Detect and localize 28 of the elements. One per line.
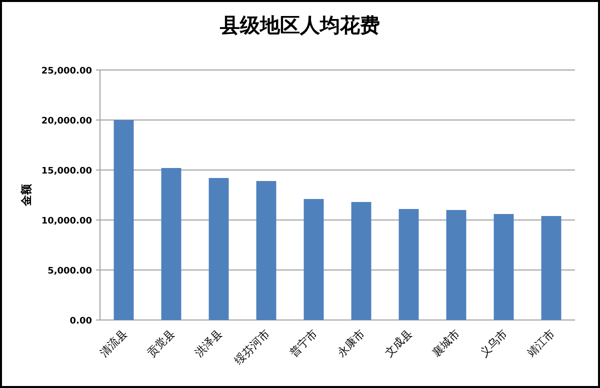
bar [351,202,372,320]
x-tick-label: 清流县 [97,326,130,360]
x-tick-label: 普宁市 [287,326,320,360]
x-tick-label: 义乌市 [477,326,510,360]
x-tick-label: 贡觉县 [144,326,178,360]
bar [494,214,514,320]
y-tick-label: 10,000.00 [41,216,92,226]
y-tick-label: 5,000.00 [48,266,92,276]
y-tick-label: 20,000.00 [41,116,92,126]
x-tick-label: 绥芬河市 [232,326,272,368]
x-tick-label: 靖江市 [524,326,558,360]
y-tick-label: 0.00 [70,316,92,326]
bar [398,209,419,320]
x-tick-label: 永康市 [334,326,368,360]
chart-title: 县级地区人均花费 [219,15,380,37]
bar [304,199,324,320]
bar [541,216,562,320]
bar [446,210,466,320]
bar [161,168,182,320]
y-tick-label: 15,000.00 [41,166,92,176]
y-tick-label: 25,000.00 [41,66,92,76]
bar [256,181,276,320]
bar [114,120,134,320]
bar [208,178,229,320]
x-tick-label: 襄城市 [430,326,462,360]
x-tick-label: 洪泽县 [192,326,225,360]
y-axis-title: 金额 [20,183,33,207]
x-tick-label: 文成县 [382,326,415,360]
